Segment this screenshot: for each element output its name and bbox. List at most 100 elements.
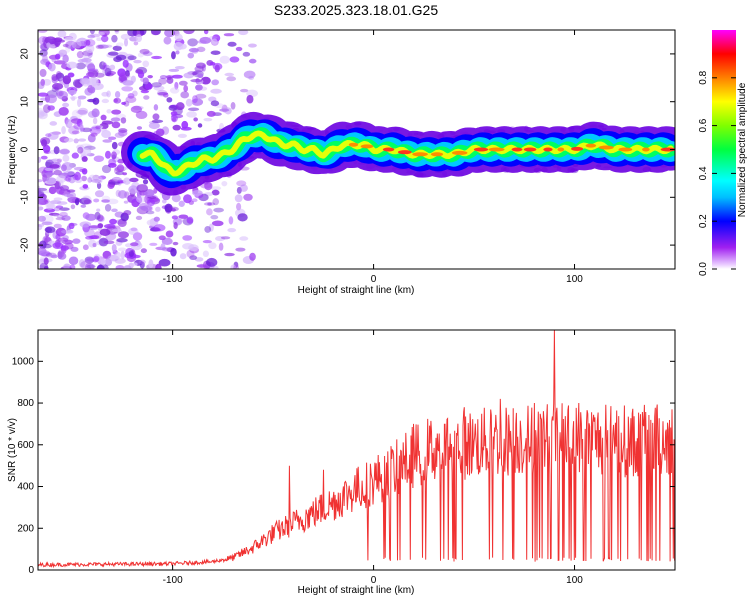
- spectrogram-noise-cell: [108, 158, 117, 166]
- spectrogram-peak-spot: [660, 147, 675, 152]
- spectrogram-noise-cell: [130, 242, 139, 247]
- spectrogram-noise-cell: [104, 204, 112, 212]
- spectrogram-noise-cell: [127, 93, 135, 99]
- spectrogram-noise-cell: [59, 185, 70, 192]
- spectrogram-peak-spot: [557, 147, 565, 152]
- spectrogram-noise-cell: [246, 94, 254, 104]
- spectrogram-peak-spot: [598, 145, 614, 150]
- spectrogram-noise-cell: [69, 264, 76, 269]
- spectrogram-noise-cell: [109, 218, 117, 225]
- spectrogram-noise-cell: [138, 259, 146, 265]
- snr-y-tick-label: 400: [17, 482, 34, 493]
- spectrogram-noise-cell: [52, 82, 64, 90]
- spectrogram-noise-cell: [101, 91, 109, 97]
- spectrogram-noise-cell: [39, 68, 47, 78]
- spectrogram-noise-cell: [240, 88, 249, 93]
- spectrogram-noise-cell: [142, 60, 150, 68]
- spectrogram-noise-cell: [53, 60, 66, 65]
- spectrogram-noise-cell: [206, 208, 213, 216]
- spectrogram-peak-spot: [543, 147, 553, 152]
- spectrogram-noise-cell: [172, 124, 181, 131]
- spectrogram-noise-cell: [202, 250, 209, 258]
- spectrogram-noise-cell: [108, 136, 117, 140]
- spectrogram-noise-cell: [114, 30, 120, 35]
- spectrogram-noise-cell: [61, 215, 71, 221]
- spectrogram-noise-cell: [39, 49, 48, 57]
- spectrogram-noise-cell: [196, 264, 208, 268]
- spectrogram-noise-cell: [122, 80, 134, 86]
- spectrogram-noise-cell: [81, 77, 91, 87]
- spectrogram-noise-cell: [247, 43, 257, 48]
- spectrogram-noise-cell: [211, 189, 220, 196]
- spectrogram-peak-spot: [571, 146, 584, 151]
- spectrogram-noise-cell: [189, 255, 198, 261]
- spectrogram-noise-cell: [153, 224, 166, 232]
- spectrogram-noise-cell: [137, 52, 144, 58]
- spectrogram-noise-cell: [168, 68, 180, 72]
- spectrogram-noise-cell: [76, 51, 84, 59]
- spectrogram-noise-cell: [142, 77, 149, 85]
- spectrogram-noise-cell: [229, 56, 240, 63]
- spectrogram-noise-cell: [170, 114, 178, 123]
- spectrogram-noise-cell: [59, 77, 64, 81]
- spectrogram-noise-cell: [99, 228, 111, 236]
- spectrogram-noise-cell: [96, 263, 109, 269]
- spectrogram-noise-cell: [132, 232, 143, 241]
- spectrogram-noise-cell: [90, 235, 100, 240]
- spectrogram-noise-cell: [86, 72, 95, 77]
- spectrogram-noise-cell: [38, 156, 42, 163]
- spectrogram-noise-cell: [71, 109, 83, 119]
- spectrogram-noise-cell: [203, 30, 209, 35]
- spectrogram-noise-cell: [208, 242, 217, 250]
- spectrogram-noise-cell: [93, 198, 100, 203]
- spectrogram-noise-cell: [142, 179, 149, 185]
- spectrogram-noise-cell: [78, 259, 86, 268]
- spectrogram-noise-cell: [76, 37, 88, 47]
- spectrogram-noise-cell: [90, 132, 98, 137]
- spectrogram-noise-cell: [132, 90, 138, 97]
- spectrogram-noise-cell: [83, 38, 96, 47]
- spectrogram-noise-cell: [204, 225, 212, 233]
- spectrogram-noise-cell: [174, 81, 179, 90]
- spectrogram-noise-cell: [115, 54, 127, 61]
- spectrogram-noise-cell: [101, 98, 110, 104]
- spectrogram-noise-cell: [114, 251, 121, 260]
- spectrogram-noise-cell: [135, 215, 143, 221]
- spectrogram-noise-cell: [129, 177, 139, 183]
- spectrogram-noise-cell: [53, 206, 61, 212]
- spectrogram-noise-cell: [68, 222, 75, 230]
- spectrogram-noise-cell: [150, 30, 161, 36]
- spectrogram-noise-cell: [47, 105, 55, 111]
- spectrogram-noise-cell: [51, 57, 57, 63]
- spectrogram-noise-cell: [149, 242, 158, 246]
- spectrogram-noise-cell: [124, 38, 129, 47]
- colorbar-label: Normalized spectral amplitude: [737, 82, 748, 217]
- spectrogram-noise-cell: [58, 106, 69, 116]
- spectrogram-noise-cell: [45, 133, 52, 137]
- spectrogram-noise-cell: [62, 102, 70, 108]
- spectrogram-noise-cell: [113, 167, 121, 175]
- spectrogram-heatmap: [38, 30, 675, 269]
- spectrogram-noise-cell: [219, 108, 230, 112]
- spectrogram-noise-cell: [179, 253, 187, 260]
- spectrogram-noise-cell: [77, 95, 87, 100]
- spectrogram-noise-cell: [171, 74, 183, 79]
- spectrogram-noise-cell: [96, 214, 104, 222]
- spectrogram-noise-cell: [133, 59, 142, 64]
- spectrogram-noise-cell: [120, 33, 131, 40]
- spectrogram-noise-cell: [45, 200, 54, 210]
- colorbar-tick-label: 0.4: [698, 166, 709, 180]
- spectrogram-noise-cell: [42, 104, 51, 113]
- spectrogram-noise-cell: [80, 260, 92, 269]
- spectrogram-noise-cell: [104, 44, 113, 48]
- spectrogram-noise-cell: [43, 236, 51, 243]
- spectrogram-noise-cell: [177, 133, 187, 139]
- spectrogram-noise-cell: [38, 81, 45, 90]
- spectrogram-noise-cell: [44, 36, 57, 45]
- spectrogram-noise-cell: [46, 177, 57, 184]
- spectrogram-noise-cell: [183, 72, 195, 79]
- spectrogram-noise-cell: [60, 164, 67, 172]
- spectrogram-noise-cell: [174, 65, 185, 70]
